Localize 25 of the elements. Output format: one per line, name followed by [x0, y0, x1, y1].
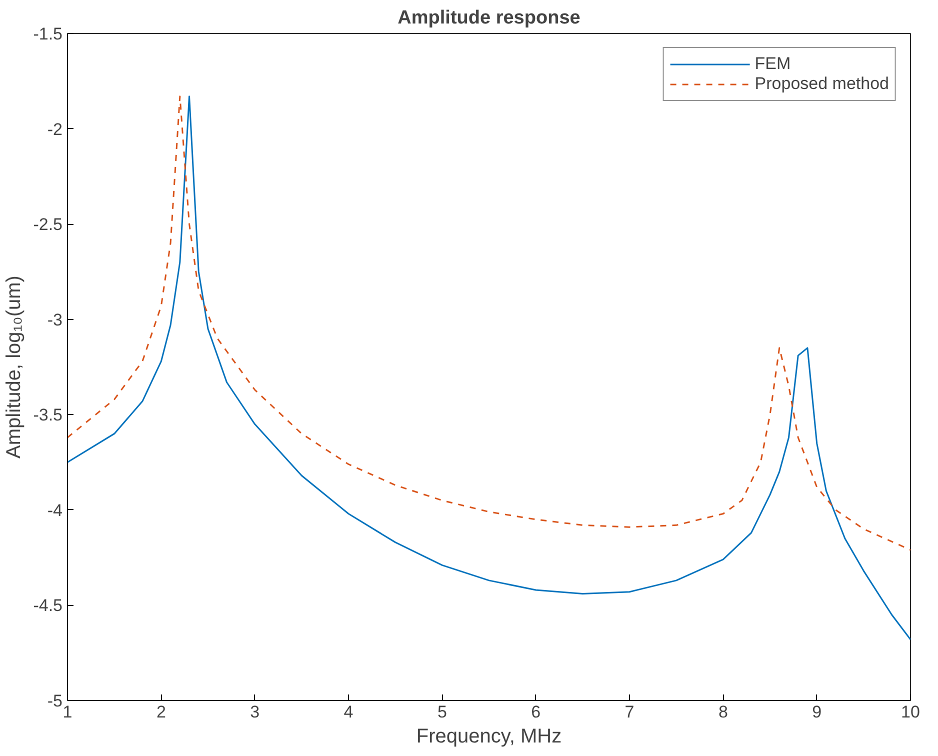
x-tick-label: 6: [531, 702, 541, 722]
x-tick-label: 7: [624, 702, 634, 722]
x-tick-label: 8: [718, 702, 728, 722]
x-axis-title: Frequency, MHz: [416, 726, 562, 748]
y-tick-label: -4: [47, 500, 63, 520]
y-axis-title: Amplitude, log₁₀(um): [3, 276, 26, 458]
legend-label: Proposed method: [754, 74, 889, 94]
y-tick-label: -3.5: [33, 406, 63, 425]
y-tick-label: -5: [47, 692, 63, 710]
y-tick-label: -1.5: [33, 24, 63, 44]
x-tick-label: 1: [62, 702, 72, 722]
y-tick-label: -3: [47, 310, 63, 330]
x-tick-label: 3: [250, 702, 260, 722]
chart-title: Amplitude response: [398, 8, 580, 28]
x-tick-label: 5: [437, 702, 447, 722]
legend-label: FEM: [754, 54, 791, 74]
x-tick-label: 4: [344, 702, 354, 722]
line-series: [68, 96, 910, 640]
y-tick-label: -2: [47, 120, 63, 139]
y-tick-label: -2.5: [33, 215, 63, 234]
x-tick-label: 2: [156, 702, 166, 722]
x-tick-label: 10: [901, 702, 920, 722]
x-tick-label: 9: [812, 702, 822, 722]
y-tick-label: -4.5: [33, 596, 63, 616]
line-series: [68, 96, 910, 551]
